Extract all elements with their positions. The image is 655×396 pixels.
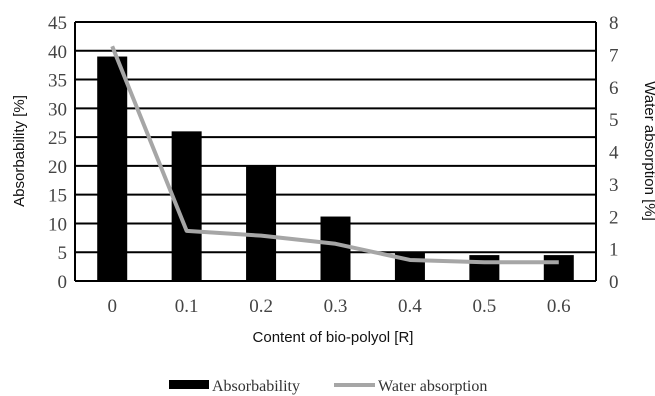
y-tick-label: 45	[48, 13, 67, 34]
y-tick-label: 0	[58, 272, 68, 293]
y-tick-label: 10	[48, 214, 67, 235]
y-tick-label: 15	[48, 186, 67, 207]
bar	[469, 255, 500, 281]
y2-tick-label: 5	[609, 110, 619, 131]
y2-tick-label: 0	[609, 272, 619, 293]
y-tick-label: 35	[48, 71, 67, 92]
left-axis-ticks: 0 5 10 15 20 25 30 35 40 45	[48, 13, 67, 293]
y2-tick-label: 7	[609, 45, 619, 66]
x-tick-label: 0.5	[472, 296, 496, 317]
y2-tick-label: 2	[609, 207, 619, 228]
y2-tick-label: 8	[609, 13, 619, 34]
legend-swatch-absorbability	[169, 380, 209, 389]
legend-label-absorbability: Absorbability	[212, 378, 300, 395]
x-axis-title: Content of bio-polyol [R]	[253, 329, 414, 346]
y2-tick-label: 4	[609, 143, 619, 164]
y-axis-title: Absorbability [%]	[11, 95, 28, 207]
y-tick-label: 30	[48, 99, 67, 120]
legend-label-water-absorption: Water absorption	[378, 378, 487, 395]
water-absorption-line-group	[110, 45, 559, 265]
y-tick-label: 40	[48, 42, 67, 63]
bar	[543, 255, 574, 281]
x-tick-label: 0.1	[175, 296, 199, 317]
y2-tick-label: 3	[609, 175, 619, 196]
bar	[97, 56, 128, 282]
absorbability-bars	[97, 56, 574, 282]
right-axis-ticks: 0 1 2 3 4 5 6 7 8	[609, 13, 619, 293]
bar	[246, 165, 277, 281]
gridlines	[74, 21, 597, 282]
x-axis-ticks: 0 0.1 0.2 0.3 0.4 0.5 0.6	[107, 296, 570, 317]
x-tick-label: 0	[107, 296, 117, 317]
y2-axis-title: Water absorption [%]	[641, 81, 655, 221]
x-tick-label: 0.2	[249, 296, 273, 317]
x-tick-label: 0.4	[398, 296, 422, 317]
bar	[320, 216, 351, 281]
y-tick-label: 20	[48, 157, 67, 178]
x-tick-label: 0.3	[324, 296, 348, 317]
y-tick-label: 25	[48, 128, 67, 149]
x-tick-label: 0.6	[547, 296, 571, 317]
legend: Absorbability Water absorption	[169, 378, 487, 395]
y2-tick-label: 1	[609, 240, 619, 261]
y2-tick-label: 6	[609, 78, 619, 99]
y-tick-label: 5	[58, 243, 68, 264]
